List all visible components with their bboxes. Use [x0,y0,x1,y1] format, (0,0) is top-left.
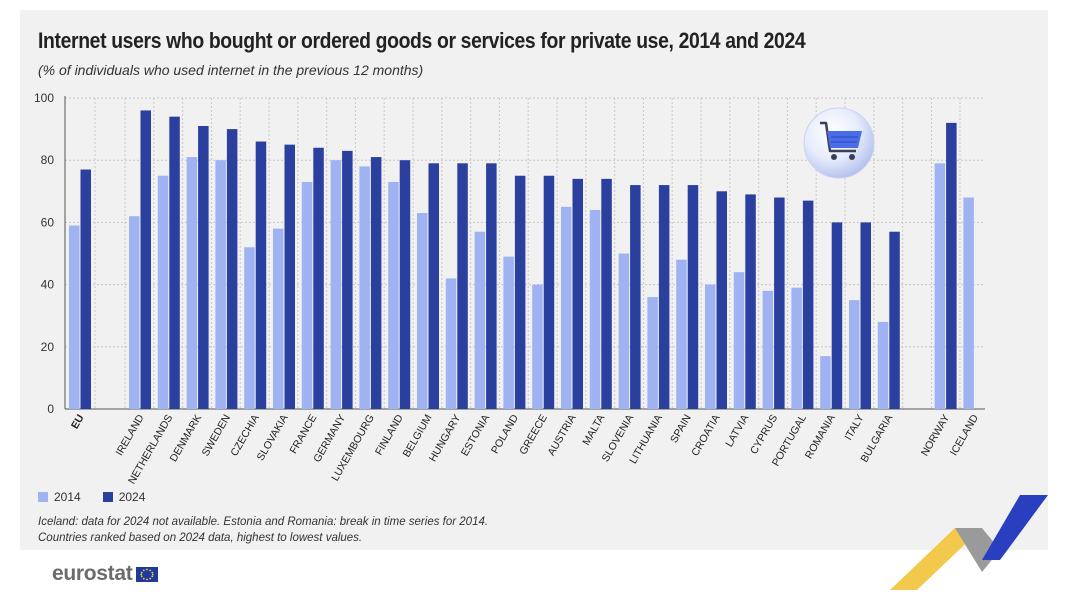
bar-2024-croatia [716,191,727,409]
legend-label-2014: 2014 [54,490,81,504]
bar-2014-greece [532,284,543,409]
legend-label-2024: 2024 [118,490,146,504]
corner-yellow-stripe [890,528,982,590]
y-tick-label-40: 40 [41,278,55,292]
bar-2024-france [313,147,324,409]
bar-2024-germany [342,150,353,409]
bar-2024-norway [946,122,957,409]
bar-2014-malta [589,209,601,409]
bar-2014-croatia [705,284,716,409]
bar-2014-poland [503,256,514,409]
bar-2014-netherlands [157,175,169,409]
bar-2024-eu [80,169,91,409]
chart-subtitle: (% of individuals who used internet in t… [38,62,424,78]
bar-2014-bulgaria [877,321,889,409]
bar-2024-estonia [486,163,497,409]
cart-icon-basket [827,131,862,148]
legend-item-2014: 2014 [38,490,81,504]
corner-blue-stripe [982,495,1048,560]
bar-2024-romania [831,222,843,409]
bar-2014-eu [69,225,80,409]
shopping-cart-icon [803,107,875,179]
chart-legend: 2014 2024 [38,490,167,504]
bar-2014-ireland [129,216,140,409]
bar-2024-portugal [802,200,814,409]
bar-2024-bulgaria [889,231,900,409]
eu-flag-icon [136,566,159,582]
bar-2024-lithuania [658,185,670,409]
corner-grey-stripe [955,528,1000,572]
legend-item-2024: 2024 [102,490,146,504]
bar-2024-hungary [457,163,468,409]
legend-swatch-2014 [38,492,48,502]
bar-2024-czechia [255,141,267,410]
bar-2024-slovakia [284,144,295,409]
y-tick-label-100: 100 [34,91,54,105]
bar-2014-hungary [445,278,457,409]
bar-2024-latvia [745,194,756,409]
cart-icon-wheel-left [831,154,837,160]
bar-2014-finland [388,181,399,409]
bar-2014-austria [561,206,572,409]
bar-2014-estonia [474,231,486,409]
bar-2024-italy [860,222,871,409]
bar-2014-spain [676,259,687,409]
bar-2014-france [301,181,313,409]
bar-2014-germany [330,160,342,409]
bar-2024-austria [572,178,583,409]
bar-2024-poland [514,175,526,409]
bar-2014-latvia [733,272,745,409]
bar-2024-ireland [140,110,151,409]
chart-title: Internet users who bought or ordered goo… [38,28,806,53]
bar-2024-slovenia [630,185,641,409]
y-tick-label-0: 0 [47,402,54,416]
note-line-2: Countries ranked based on 2024 data, hig… [38,532,363,544]
bar-2014-belgium [417,213,428,409]
logo-text: eurostat [52,562,133,585]
cart-icon-wheel-right [849,154,855,160]
note-line-1: Iceland: data for 2024 not available. Es… [38,516,489,528]
bar-2014-czechia [244,247,255,409]
y-tick-label-20: 20 [41,340,55,354]
bar-2024-luxembourg [370,157,382,409]
bar-2014-luxembourg [359,166,370,409]
bar-2024-cyprus [774,197,785,409]
bar-2024-finland [399,160,411,409]
bar-2024-netherlands [169,116,180,409]
chart-notes: Iceland: data for 2024 not available. Es… [38,514,488,546]
eurostat-logo: eurostat [52,562,159,586]
bar-2024-greece [543,175,555,409]
bar-2024-spain [687,185,699,409]
bar-2024-sweden [226,129,238,409]
bar-2024-denmark [198,125,209,410]
y-tick-label-80: 80 [41,153,55,167]
bar-2024-belgium [428,163,439,409]
cart-icon-handle [820,121,856,153]
bar-2014-romania [820,356,831,409]
bar-2014-cyprus [762,290,774,409]
bar-2014-italy [849,300,860,409]
legend-swatch-2024 [102,492,113,502]
bar-2014-slovenia [618,253,630,409]
bar-2024-malta [601,178,612,409]
bar-2014-norway [934,163,946,409]
bar-2014-denmark [186,157,198,409]
bar-2014-portugal [791,287,802,409]
bar-2014-sweden [215,160,226,409]
bar-2014-lithuania [647,297,658,409]
y-tick-label-60: 60 [41,215,55,229]
bar-2014-iceland [963,197,974,409]
bar-2014-slovakia [273,228,284,409]
